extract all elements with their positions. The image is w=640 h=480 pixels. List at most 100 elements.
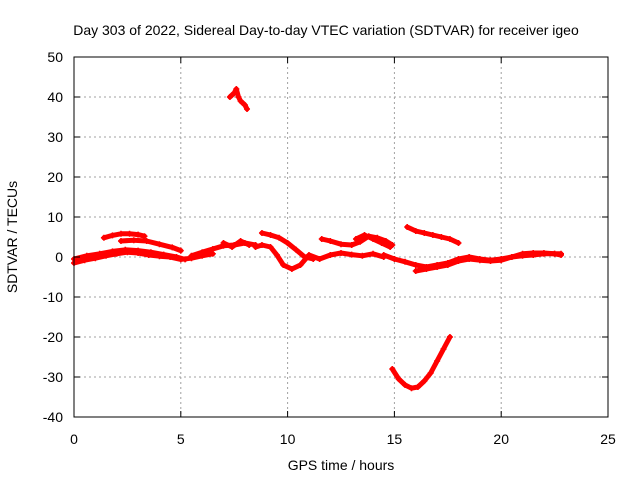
x-tick-label: 10 (280, 431, 296, 447)
data-point (160, 251, 167, 258)
data-point (370, 250, 377, 257)
data-point (427, 370, 434, 376)
data-point (305, 252, 312, 258)
y-tick-label: -20 (43, 329, 63, 345)
data-point (540, 250, 547, 256)
data-point (414, 384, 421, 390)
data-point (246, 242, 253, 248)
data-point (276, 234, 283, 241)
y-tick-label: -10 (43, 289, 63, 305)
data-point (233, 86, 240, 92)
axis-ticks: 0 5 10 15 20 25 -40 -30 -20 -10 0 10 20 30 40 50 (43, 49, 616, 447)
data-point (338, 241, 344, 248)
data-point (267, 232, 274, 238)
data-point (100, 234, 107, 241)
data-point (357, 238, 364, 245)
data-point (455, 258, 462, 264)
x-axis-label: GPS time / hours (288, 457, 395, 473)
data-point (252, 244, 259, 250)
data-point (126, 230, 133, 237)
y-tick-label: 20 (47, 169, 63, 185)
data-point (378, 240, 385, 246)
data-point (258, 230, 265, 236)
data-point (508, 254, 515, 260)
series-arc-7 (220, 238, 253, 250)
data-point (318, 236, 325, 242)
series-arc-6 (226, 86, 251, 112)
series-line (221, 238, 252, 250)
data-point (519, 250, 526, 257)
data-point (288, 266, 295, 272)
data-point (117, 238, 124, 244)
data-point (199, 249, 206, 256)
data-point (117, 230, 124, 237)
data-point (231, 90, 238, 96)
series-arc-13 (412, 250, 565, 274)
data-point (389, 366, 396, 372)
data-point (551, 250, 558, 257)
data-point (370, 236, 377, 242)
data-point (440, 346, 447, 352)
data-point (348, 251, 355, 258)
data-point (402, 258, 409, 265)
data-point (109, 232, 116, 239)
series-arc-3 (100, 230, 148, 241)
data-point (83, 252, 90, 259)
plot-frame (73, 56, 609, 418)
y-tick-label: 0 (55, 249, 63, 265)
data-point (244, 106, 251, 112)
data-point (444, 262, 451, 268)
y-tick-label: -30 (43, 369, 63, 385)
data-point (466, 256, 473, 262)
y-tick-label: -40 (43, 409, 63, 425)
data-point (173, 254, 180, 260)
data-point (169, 244, 176, 251)
data-point (380, 252, 387, 258)
data-point (558, 252, 565, 258)
data-point (476, 257, 483, 264)
data-point (446, 236, 453, 242)
data-point (446, 334, 453, 340)
data-point (156, 241, 163, 248)
chart-title: Day 303 of 2022, Sidereal Day-to-day VTE… (73, 22, 579, 38)
data-point (182, 256, 189, 263)
data-point (421, 230, 428, 236)
data-point (434, 264, 441, 270)
data-point (455, 240, 462, 246)
data-point (352, 236, 359, 242)
series-line (71, 247, 188, 262)
series-arc-11 (352, 232, 394, 250)
data-point (391, 256, 398, 262)
data-point (434, 358, 441, 364)
data-point (122, 246, 129, 253)
data-point (359, 252, 366, 259)
data-point (429, 232, 436, 238)
data-point (96, 250, 103, 257)
data-point (316, 256, 323, 262)
data-point (530, 250, 537, 256)
data-point (293, 246, 300, 253)
data-point (273, 252, 280, 258)
y-tick-label: 40 (47, 89, 63, 105)
data-point (338, 250, 344, 256)
data-point (408, 385, 415, 392)
data-point (229, 244, 236, 250)
series-arc-15 (389, 334, 453, 392)
y-tick-label: 50 (47, 49, 63, 65)
data-point (258, 242, 265, 248)
x-tick-label: 0 (70, 431, 78, 447)
data-point (209, 246, 216, 252)
data-point (226, 94, 233, 100)
data-point (412, 228, 419, 234)
x-tick-label: 25 (600, 431, 616, 447)
data-point (143, 238, 150, 244)
data-point (267, 244, 274, 250)
data-point (421, 378, 428, 384)
x-tick-label: 20 (493, 431, 509, 447)
data-point (327, 252, 334, 258)
y-tick-label: 30 (47, 129, 63, 145)
x-tick-label: 5 (177, 431, 185, 447)
gridlines (74, 57, 608, 417)
data-point (177, 247, 184, 254)
